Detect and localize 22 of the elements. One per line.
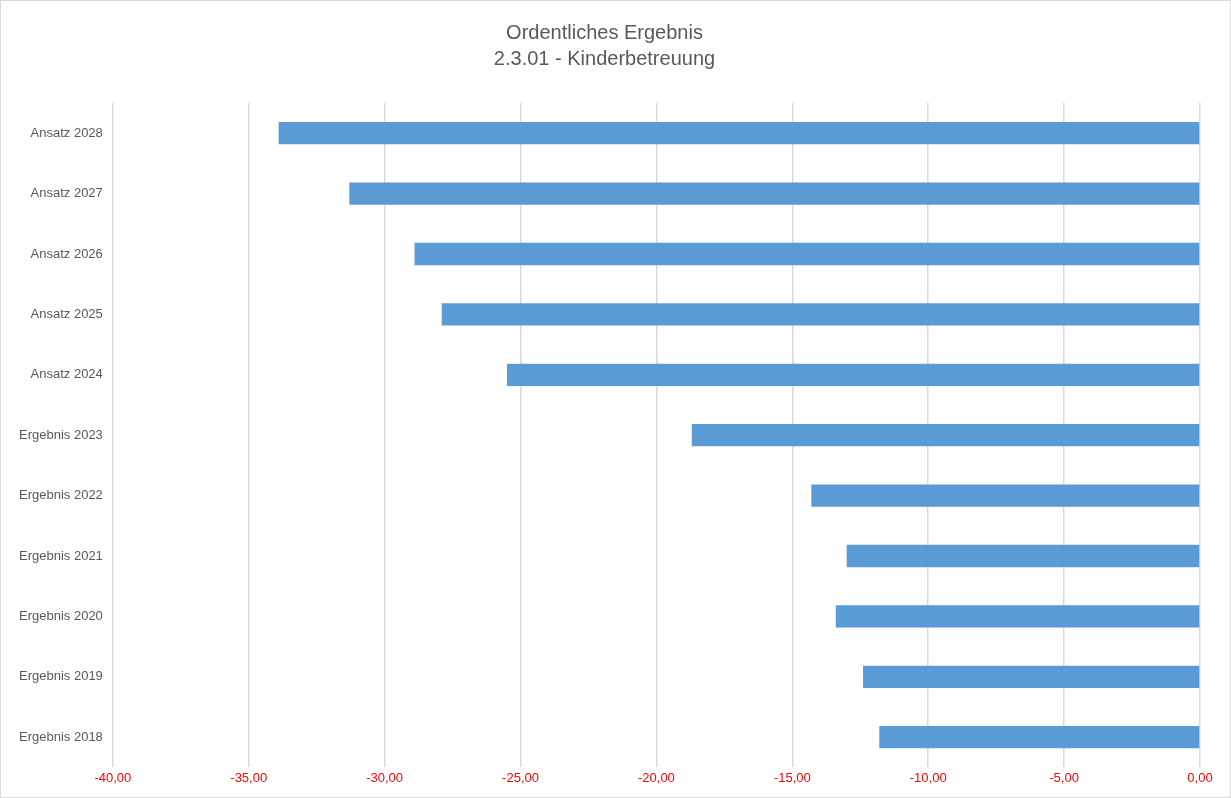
x-tick-label: -30,00 xyxy=(366,769,404,785)
chart-title: Ordentliches Ergebnis xyxy=(506,20,703,43)
chart-subtitle: 2.3.01 - Kinderbetreuung xyxy=(493,46,716,69)
y-tick-label: Ergebnis 2020 xyxy=(19,607,103,623)
y-tick-label: Ergebnis 2018 xyxy=(19,728,103,744)
y-tick-label: Ergebnis 2022 xyxy=(19,487,103,503)
x-tick-label: -35,00 xyxy=(230,769,268,785)
x-tick-label: -5,00 xyxy=(1049,769,1079,785)
y-tick-label: Ansatz 2025 xyxy=(30,305,103,321)
x-tick-label: -10,00 xyxy=(909,769,947,785)
y-tick-label: Ansatz 2024 xyxy=(30,366,103,382)
x-tick-label: -40,00 xyxy=(94,769,132,785)
y-tick-label: Ergebnis 2019 xyxy=(19,668,103,684)
y-tick-label: Ansatz 2028 xyxy=(30,124,103,140)
y-tick-label: Ansatz 2027 xyxy=(30,185,103,201)
x-tick-label: -25,00 xyxy=(502,769,539,785)
y-tick-label: Ergebnis 2023 xyxy=(19,426,103,442)
y-tick-label: Ansatz 2026 xyxy=(30,245,103,261)
x-tick-label: 0,00 xyxy=(1187,769,1213,785)
x-tick-label: -15,00 xyxy=(773,769,811,785)
y-tick-label: Ergebnis 2021 xyxy=(19,547,103,563)
x-tick-label: -20,00 xyxy=(637,769,675,785)
